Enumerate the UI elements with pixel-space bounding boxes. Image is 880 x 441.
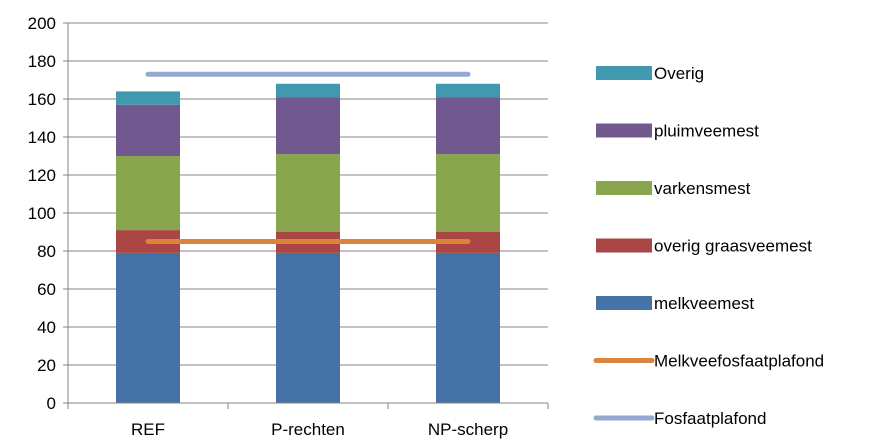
x-tick-label: P-rechten: [271, 420, 345, 439]
legend-swatch: [596, 238, 652, 253]
legend-label: pluimveemest: [654, 122, 759, 141]
y-tick-label: 60: [37, 280, 56, 299]
bar-segment: [436, 154, 500, 232]
bar-segment: [276, 83, 340, 98]
bar-segment: [436, 252, 500, 403]
y-tick-label: 140: [28, 128, 56, 147]
legend-swatch: [596, 123, 652, 138]
bar-segment: [116, 156, 180, 231]
legend-label: overig graasveemest: [654, 237, 812, 256]
bar-segment: [276, 154, 340, 232]
y-tick-label: 0: [47, 394, 56, 413]
y-tick-label: 40: [37, 318, 56, 337]
y-tick-label: 200: [28, 14, 56, 33]
legend-label: Melkveefosfaatplafond: [654, 352, 824, 371]
y-tick-label: 100: [28, 204, 56, 223]
legend-label: melkveemest: [654, 294, 754, 313]
y-tick-label: 120: [28, 166, 56, 185]
y-tick-label: 180: [28, 52, 56, 71]
axes: 0 20 40 60 80 100 120 140 160 180 200 REF P-rechten N…: [28, 14, 549, 439]
bar-segment: [116, 104, 180, 156]
bar-segment: [276, 252, 340, 403]
reference-lines: [145, 71, 471, 244]
bar-segment: [116, 91, 180, 105]
legend-label: varkensmest: [654, 179, 751, 198]
x-tick-label: REF: [131, 420, 165, 439]
y-tick-label: 160: [28, 90, 56, 109]
bar-segment: [116, 252, 180, 403]
bar-segment: [276, 97, 340, 155]
legend-swatch: [596, 66, 652, 80]
bar-segment: [436, 97, 500, 155]
y-tick-label: 20: [37, 356, 56, 375]
y-tick-label: 80: [37, 242, 56, 261]
legend-label: Fosfaatplafond: [654, 409, 766, 428]
legend-label: Overig: [654, 64, 704, 83]
legend-swatch: [596, 296, 652, 310]
bar-segment: [436, 83, 500, 98]
legend: Overig pluimveemest varkensmest overig graa…: [593, 64, 824, 428]
x-tick-label: NP-scherp: [428, 420, 508, 439]
legend-swatch: [596, 181, 652, 195]
